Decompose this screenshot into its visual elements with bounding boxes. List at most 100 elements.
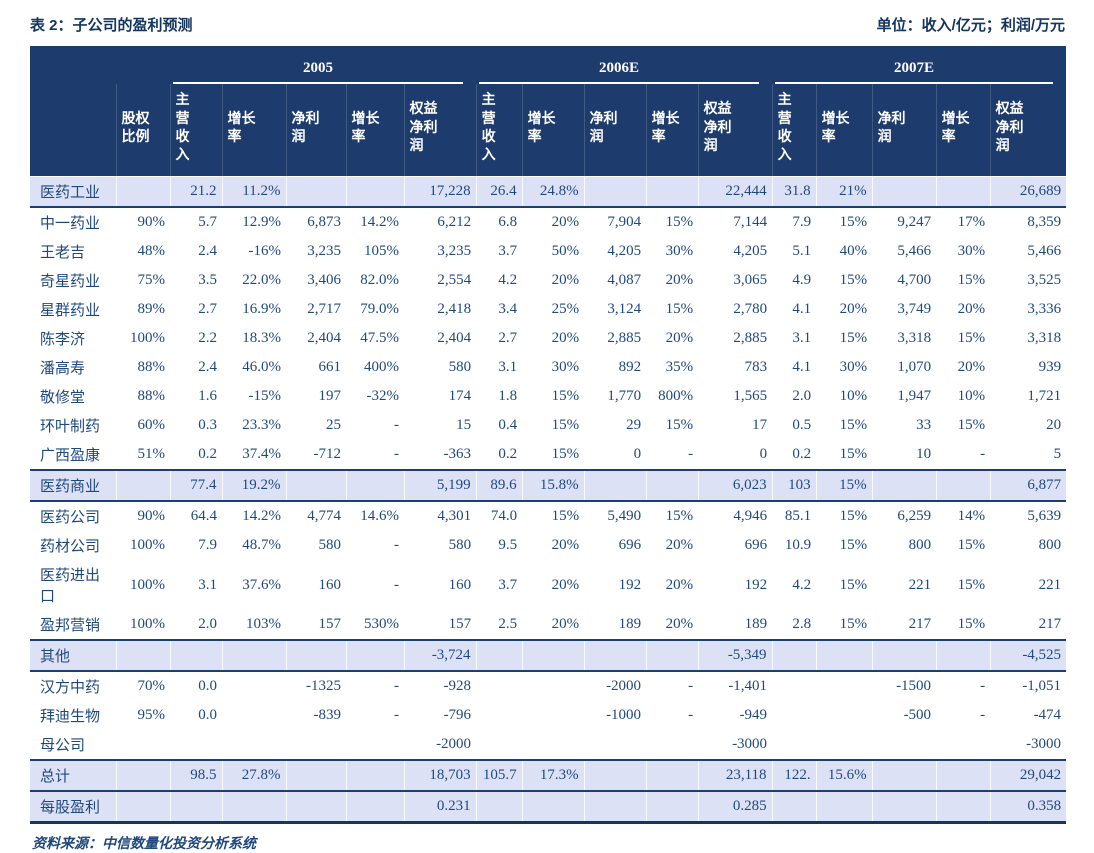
- value-cell: 3.5: [170, 266, 222, 295]
- value-cell: 74.0: [476, 501, 523, 531]
- value-cell: 30%: [936, 237, 991, 266]
- value-cell: 3,065: [698, 266, 773, 295]
- value-cell: -: [646, 671, 699, 701]
- value-cell: [816, 671, 873, 701]
- value-cell: 20%: [936, 295, 991, 324]
- value-cell: 82.0%: [346, 266, 404, 295]
- value-cell: 105.7: [476, 759, 523, 792]
- value-cell: 4.9: [772, 266, 817, 295]
- value-cell: 20%: [522, 560, 585, 610]
- value-cell: 6,212: [404, 207, 477, 237]
- value-cell: 15%: [816, 207, 873, 237]
- value-cell: [646, 730, 699, 760]
- value-cell: [170, 730, 222, 760]
- value-cell: 26,689: [990, 176, 1067, 208]
- report-page: 表 2：子公司的盈利预测 单位：收入/亿元；利润/万元 2005 2006E 2…: [30, 17, 1067, 852]
- value-cell: 0.358: [990, 790, 1067, 824]
- value-cell: 1,947: [872, 382, 937, 411]
- value-cell: 5: [990, 440, 1067, 470]
- equity-ratio-cell: 88%: [116, 382, 170, 411]
- value-cell: [646, 176, 699, 208]
- value-cell: -: [936, 671, 991, 701]
- value-cell: [222, 701, 286, 730]
- value-cell: 160: [404, 560, 477, 610]
- value-cell: 22,444: [698, 176, 773, 208]
- value-cell: [476, 701, 523, 730]
- value-cell: 4,205: [698, 237, 773, 266]
- value-cell: [476, 790, 523, 824]
- value-cell: 20%: [646, 610, 699, 640]
- value-cell: -: [346, 531, 404, 560]
- value-cell: [872, 730, 937, 760]
- value-cell: 3,235: [404, 237, 477, 266]
- value-cell: 15%: [816, 610, 873, 640]
- row-label: 医药进出口: [30, 560, 116, 610]
- value-cell: 23.3%: [222, 411, 286, 440]
- equity-ratio-cell: 90%: [116, 501, 170, 531]
- row-label: 医药工业: [30, 176, 117, 208]
- value-cell: 15%: [646, 501, 699, 531]
- value-cell: [584, 176, 647, 208]
- value-cell: [170, 790, 223, 824]
- year-2005-header: 2005: [170, 46, 477, 84]
- value-cell: 0.2: [170, 440, 222, 470]
- value-cell: 3,124: [584, 295, 647, 324]
- value-cell: -15%: [222, 382, 286, 411]
- equity-ratio-cell: 60%: [116, 411, 170, 440]
- value-cell: 7.9: [170, 531, 222, 560]
- value-cell: 5,466: [990, 237, 1067, 266]
- value-cell: 21%: [816, 176, 873, 208]
- value-cell: 2,717: [286, 295, 346, 324]
- table-row: 医药商业 77.4 19.2% 5,199 89.6 15.8% 6,023 103 15% 6,…: [30, 469, 1067, 502]
- value-cell: 17%: [936, 207, 991, 237]
- value-cell: [646, 639, 699, 672]
- value-cell: 530%: [346, 610, 404, 640]
- value-cell: [522, 730, 585, 760]
- value-cell: 3.1: [772, 324, 817, 353]
- value-cell: -3,724: [404, 639, 477, 672]
- value-cell: [936, 176, 991, 208]
- value-cell: 18.3%: [222, 324, 286, 353]
- value-cell: -: [646, 440, 699, 470]
- source-note: 资料来源：中信数量化投资分析系统: [32, 837, 256, 852]
- value-cell: 6,023: [698, 469, 773, 502]
- value-cell: 6,873: [286, 207, 346, 237]
- value-cell: 800: [990, 531, 1067, 560]
- table-row: 药材公司 100% 7.9 48.7% 580-580 9.5 20% 696 20% 696 10…: [30, 531, 1067, 560]
- row-label: 潘高寿: [30, 353, 116, 382]
- equity-ratio-cell: [116, 469, 171, 502]
- table-row: 其他 -3,724 -5,349 -4,525: [30, 639, 1067, 672]
- header-2007e-growth-rate-1: 增长率: [816, 84, 873, 177]
- value-cell: [522, 671, 585, 701]
- value-cell: 103: [772, 469, 817, 502]
- value-cell: -712: [286, 440, 346, 470]
- header-2007e-growth-rate-2: 增长率: [936, 84, 991, 177]
- row-label: 拜迪生物: [30, 701, 116, 730]
- value-cell: [872, 759, 937, 792]
- value-cell: 3,318: [990, 324, 1067, 353]
- value-cell: [584, 469, 647, 502]
- value-cell: 157: [404, 610, 477, 640]
- value-cell: [222, 639, 287, 672]
- row-label: 奇星药业: [30, 266, 116, 295]
- equity-ratio-cell: 100%: [116, 324, 170, 353]
- value-cell: -3000: [698, 730, 773, 760]
- value-cell: 0: [584, 440, 647, 470]
- value-cell: 15%: [646, 295, 699, 324]
- table-row: 星群药业 89% 2.7 16.9% 2,717 79.0% 2,418 3.4 25% 3,12…: [30, 295, 1067, 324]
- value-cell: 0.0: [170, 671, 222, 701]
- value-cell: 4,301: [404, 501, 477, 531]
- column-header-row: 股权比例 主营收入 增长率 净利润 增长率 权益净利润 主营收入 增长率 净利润…: [30, 84, 1067, 177]
- value-cell: 22.0%: [222, 266, 286, 295]
- header-corner: [30, 46, 170, 84]
- value-cell: 15%: [936, 560, 991, 610]
- value-cell: [872, 176, 937, 208]
- value-cell: 105%: [346, 237, 404, 266]
- value-cell: [476, 639, 523, 672]
- value-cell: 15%: [816, 501, 873, 531]
- value-cell: 800: [872, 531, 937, 560]
- value-cell: 892: [584, 353, 647, 382]
- value-cell: -16%: [222, 237, 286, 266]
- value-cell: 50%: [522, 237, 585, 266]
- value-cell: [222, 790, 287, 824]
